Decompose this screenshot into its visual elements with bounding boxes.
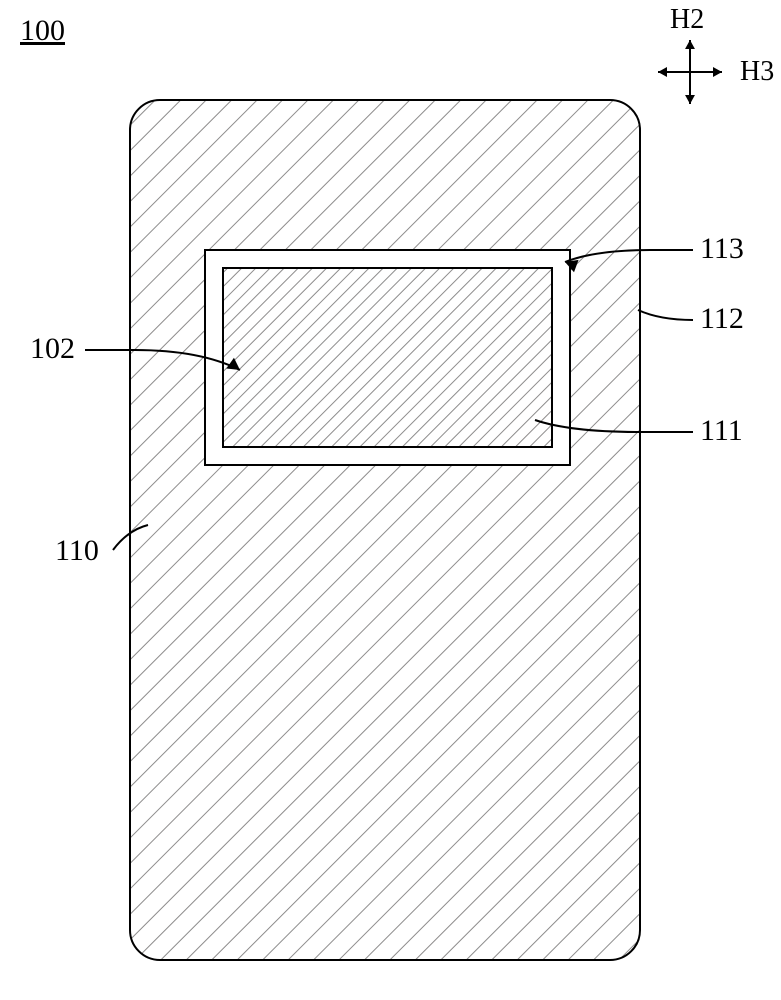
patent-figure-diagram: 100 102 110 113 112 111 H2 H3 xyxy=(0,0,781,1000)
label-label_113: 113 xyxy=(700,232,744,265)
label-label_112: 112 xyxy=(700,302,744,335)
label-label_102: 102 xyxy=(30,332,75,365)
inner-hatched-rect xyxy=(223,268,552,447)
label-axis_h2: H2 xyxy=(670,4,704,35)
leader-112 xyxy=(638,310,693,320)
label-axis_h3: H3 xyxy=(740,56,774,87)
label-label_110: 110 xyxy=(55,534,99,567)
label-figure_id: 100 xyxy=(20,14,65,47)
label-label_111: 111 xyxy=(700,414,743,447)
